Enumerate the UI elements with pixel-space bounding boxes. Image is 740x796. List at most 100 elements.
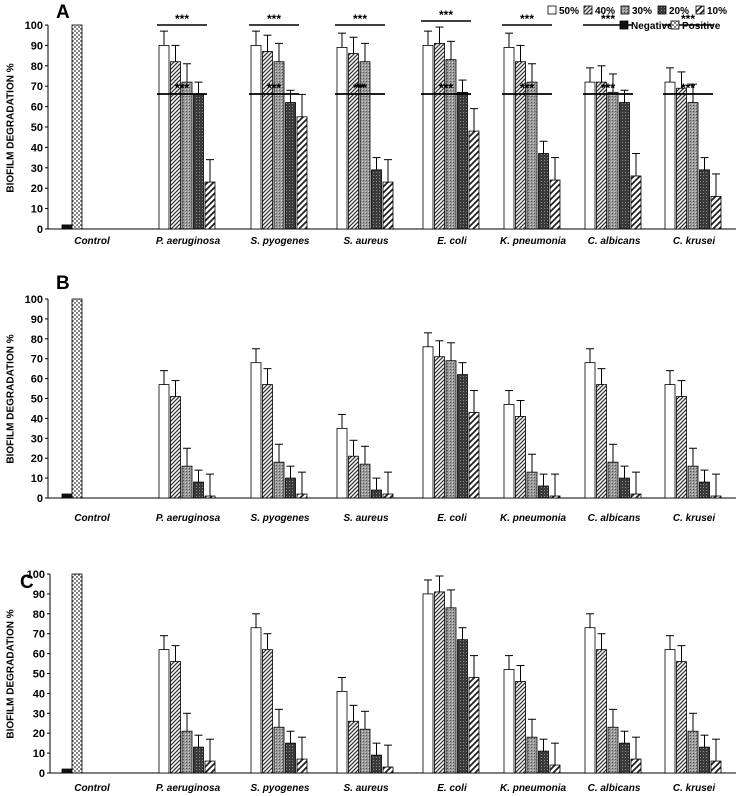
y-tick-label: 60 [33,649,45,661]
y-axis-label: BIOFILM DEGRADATION % [6,334,17,463]
bar-40pct [515,416,526,499]
legend-swatch [670,20,680,30]
legend-item-50pct: 50% [547,5,579,17]
bar-50pct [584,627,596,774]
y-tick-label: 90 [31,314,43,326]
significance-marker: *** [520,81,534,95]
bar-50pct [664,384,676,499]
bar-50pct [336,47,348,230]
y-tick-label: 90 [33,589,45,601]
bar-40pct [676,396,687,499]
significance-marker: *** [353,81,367,95]
bar-20pct [619,477,630,499]
y-tick-label: 80 [31,334,43,346]
significance-marker: *** [520,81,534,95]
legend-swatch [657,5,667,15]
bar-20pct [538,153,549,230]
legend-item-10pct: 10% [695,5,727,17]
legend-label: 50% [559,6,579,17]
y-tick-label: 100 [25,294,43,306]
bar-30pct [526,81,538,230]
bar-20pct [371,489,382,499]
bar-10pct [204,495,216,499]
bar-30pct [687,465,699,499]
bar-20pct [285,742,296,774]
bar-20pct [699,481,710,499]
legend-item-positive: Positive [670,20,721,32]
significance-marker: *** [439,81,453,95]
bar-50pct [664,649,676,774]
y-axis-label: BIOFILM DEGRADATION % [6,63,17,192]
x-category-label: P. aeruginosa [156,236,221,247]
y-tick-label: 10 [33,748,45,760]
bar-10pct [204,181,216,230]
legend-label: 40% [595,6,615,17]
x-category-label: P. aeruginosa [156,783,221,794]
y-tick-label: 30 [31,433,43,445]
bar-50pct [250,362,262,499]
y-tick-label: 100 [27,569,45,581]
y-tick-label: 100 [25,20,43,32]
y-tick-label: 60 [31,374,43,386]
panel-a: A BIOFILM DEGRADATION % 0 10 20 30 40 50 60 70 80 9… [6,2,736,247]
bar-40pct [170,661,181,774]
y-tick-label: 0 [39,768,45,780]
bar-30pct [526,471,538,499]
significance-marker: *** [681,81,695,95]
bar-40pct [170,396,181,499]
bar-40pct [676,87,687,230]
bar-10pct [296,493,308,499]
x-category-label: C. albicans [588,783,641,794]
bar-10pct [382,181,394,230]
bar-30pct [181,81,193,230]
legend-swatch [620,5,630,15]
bar-40pct [434,42,445,230]
x-category-label: Control [74,783,110,794]
significance-marker: *** [353,12,367,26]
bar-50pct [336,427,348,499]
bar-50pct [250,627,262,774]
x-category-label: S. aureus [343,236,388,247]
bar-50pct [503,404,515,499]
bar-20pct [371,754,382,774]
legend-label: Positive [682,21,721,32]
legend-swatch [583,5,593,15]
x-category-label: C. albicans [588,513,641,524]
bar-50pct [422,45,434,230]
bar-30pct [526,736,538,774]
bar-50pct [664,81,676,230]
panel-letter: C [20,572,34,593]
y-tick-label: 40 [31,413,43,425]
bar-10pct [468,677,480,774]
legend-swatch [547,5,557,15]
bar-30pct [687,102,699,230]
significance-marker: *** [267,12,281,26]
bar-20pct [619,102,630,230]
panel-b: B BIOFILM DEGRADATION % 0 10 20 30 40 50 60 70 80 9… [6,81,736,524]
bar-30pct [273,726,285,774]
bar-40pct [262,51,273,230]
legend-swatch [619,20,629,30]
bar-10pct [296,758,308,774]
bar-20pct [457,91,468,230]
x-category-label: C. krusei [673,783,715,794]
y-tick-label: 70 [31,354,43,366]
bar-10pct [630,758,642,774]
bar-50pct [158,384,170,499]
legend-label: 20% [669,6,689,17]
legend-label: 10% [707,6,727,17]
bar-30pct [273,461,285,499]
bar-20pct [285,477,296,499]
bar-40pct [596,649,607,774]
bar-10pct [630,493,642,499]
legend-item-negative: Negative [619,20,673,32]
x-category-label: E. coli [437,783,467,794]
bar-control-negative [61,768,73,774]
legend-label: 30% [632,6,652,17]
bar-20pct [699,169,710,230]
bar-10pct [296,116,308,230]
x-category-label: K. pneumonia [500,513,567,524]
bar-50pct [503,669,515,774]
bar-20pct [285,102,296,230]
x-category-label: C. krusei [673,236,715,247]
